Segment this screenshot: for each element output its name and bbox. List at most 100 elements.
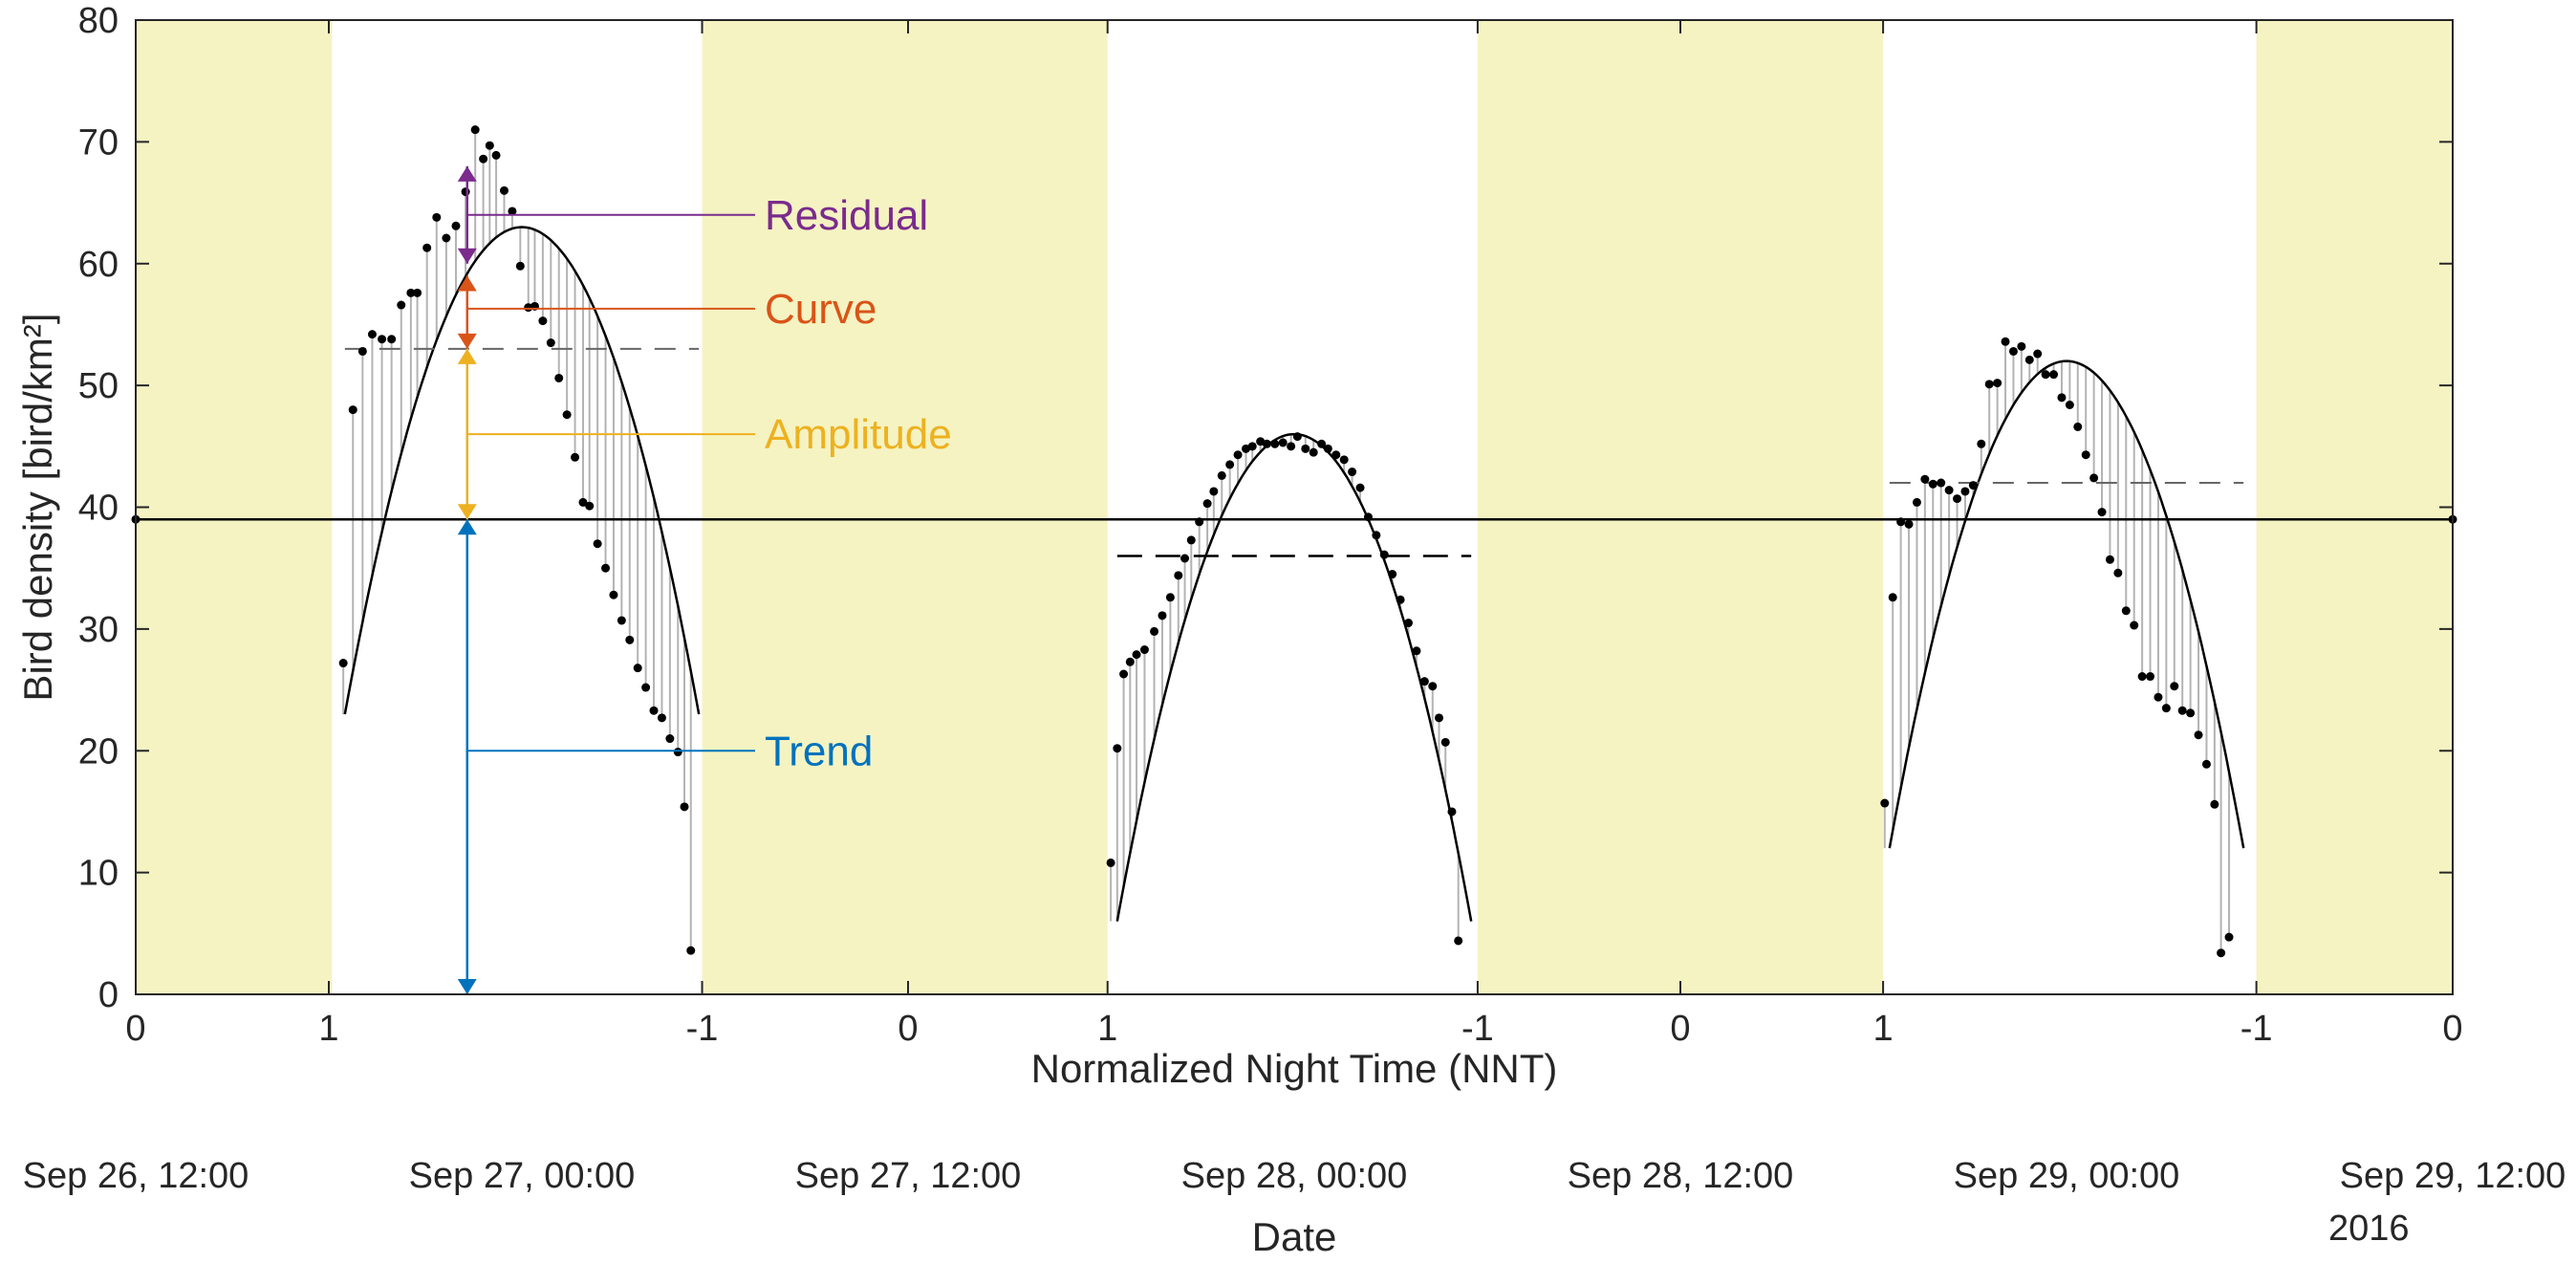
annotations: Residual Curve Amplitude Trend: [457, 165, 952, 994]
x-tick-label: 1: [1873, 1009, 1894, 1049]
x-tick-label: 1: [318, 1009, 338, 1049]
data-point: [1158, 611, 1167, 621]
data-point: [1301, 444, 1310, 453]
data-point: [2057, 393, 2067, 403]
data-point: [2113, 568, 2123, 577]
data-point: [2194, 730, 2203, 740]
data-point: [673, 748, 682, 757]
data-point: [1106, 858, 1115, 867]
annotation-curve: Curve: [457, 275, 877, 349]
data-point: [1217, 470, 1226, 480]
data-point: [601, 563, 611, 573]
data-point: [1372, 531, 1381, 540]
data-point: [593, 539, 602, 549]
fitted-curve-1: [343, 226, 701, 715]
fitted-curve-3: [1888, 359, 2245, 849]
data-point: [1113, 744, 1122, 753]
date-tick-label: Sep 26, 12:00: [23, 1156, 249, 1196]
data-point: [2224, 932, 2234, 942]
amplitude-levels: [344, 347, 2244, 557]
axis-ticks: 0 10 20 30 40 50 60 70 80 0 1 -1 0 1 -1 0 1 -1 0 Sep 26, 12…: [23, 1, 2566, 1196]
data-point: [357, 346, 367, 356]
data-point: [1968, 481, 1978, 490]
data-point: [1180, 554, 1190, 563]
data-point: [1262, 439, 1271, 448]
data-point: [2154, 692, 2163, 702]
data-point: [1379, 550, 1389, 559]
data-point: [1348, 468, 1357, 477]
data-point: [2017, 341, 2026, 351]
x-tick-label: 0: [2442, 1009, 2462, 1049]
data-point: [1355, 483, 1365, 492]
data-point: [1209, 487, 1219, 496]
data-point: [1404, 619, 1414, 628]
date-tick-label: Sep 28, 12:00: [1568, 1156, 1794, 1196]
data-point: [1363, 512, 1373, 522]
annotation-trend: Trend: [457, 519, 873, 994]
data-point: [485, 141, 494, 150]
data-point: [686, 946, 696, 955]
data-point: [338, 659, 348, 668]
data-point: [1278, 438, 1288, 447]
data-point: [1447, 807, 1457, 817]
data-point: [1953, 494, 1962, 504]
x-tick-label: 0: [898, 1009, 918, 1049]
arrow-head-down-icon: [457, 333, 477, 349]
data-point: [1292, 432, 1302, 442]
day-band: [2256, 20, 2453, 994]
data-point: [1339, 455, 1349, 465]
data-point: [1960, 487, 1970, 496]
data-point: [2105, 555, 2114, 564]
data-point: [1937, 478, 1946, 488]
data-point: [2201, 759, 2211, 769]
arrow-head-up-icon: [457, 275, 477, 292]
data-point: [491, 150, 501, 160]
data-point: [387, 335, 397, 344]
data-point: [2161, 704, 2171, 713]
data-point: [562, 410, 572, 420]
data-point: [442, 233, 451, 243]
y-tick-label: 20: [78, 731, 119, 772]
data-point: [1270, 439, 1280, 448]
data-point: [1435, 713, 1443, 723]
data-point: [1920, 474, 1930, 484]
data-point: [609, 590, 618, 599]
data-point: [2170, 682, 2179, 691]
data-point: [1186, 535, 1196, 545]
y-tick-label: 80: [78, 1, 119, 41]
data-point: [2146, 672, 2155, 682]
data-point: [554, 373, 564, 382]
y-tick-label: 40: [78, 489, 119, 529]
data-point: [1331, 450, 1341, 460]
x-tick-label: -1: [2240, 1009, 2273, 1049]
data-point: [1944, 486, 1954, 495]
arrow-head-up-icon: [457, 348, 477, 364]
arrow-head-down-icon: [457, 248, 477, 264]
data-point: [2024, 355, 2034, 364]
data-point: [461, 187, 470, 197]
data-point: [2186, 708, 2196, 718]
data-point: [1880, 798, 1890, 808]
data-point: [2049, 370, 2059, 380]
y-tick-label: 10: [78, 854, 119, 894]
data-point: [2121, 606, 2131, 616]
day-shading: [136, 20, 2453, 994]
data-point: [2089, 473, 2099, 483]
data-point: [1317, 439, 1327, 448]
data-point: [397, 300, 406, 310]
data-point: [515, 261, 525, 271]
arrow-head-down-icon: [457, 979, 477, 994]
data-point: [657, 713, 666, 723]
data-point: [641, 683, 651, 692]
data-point: [1912, 497, 1921, 507]
data-point: [1132, 650, 1141, 660]
data-points: [131, 125, 2457, 958]
data-point: [538, 316, 548, 326]
data-point: [1388, 570, 1397, 579]
data-point: [2210, 799, 2219, 809]
x-tick-label: -1: [686, 1009, 719, 1049]
data-point: [571, 452, 580, 462]
annotation-label: Amplitude: [765, 411, 952, 458]
data-point: [1119, 669, 1129, 679]
